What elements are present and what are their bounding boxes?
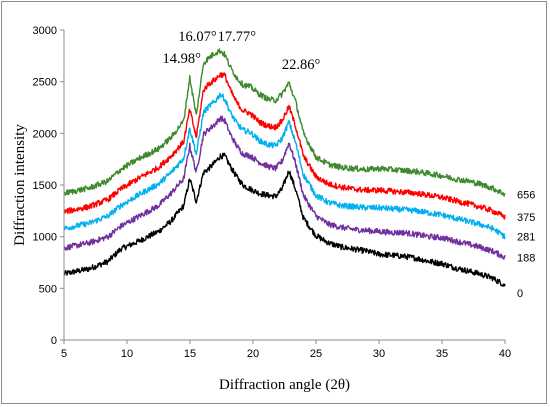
y-tick-label: 500 <box>39 283 57 295</box>
peak-annotations: 14.98° 16.07° 17.77° 22.86° <box>163 29 321 73</box>
y-tick-label: 1500 <box>33 180 57 192</box>
series-curves <box>63 48 506 287</box>
series-label-375: 375 <box>517 212 535 224</box>
x-tick-label: 15 <box>184 348 196 360</box>
x-tick-labels: 5 10 15 20 25 30 35 40 <box>61 340 511 360</box>
series-labels: 0 188 281 375 656 <box>517 189 535 300</box>
series-line-375 <box>63 72 506 220</box>
y-tick-label: 0 <box>51 335 57 347</box>
y-tick-labels: 0 500 1000 1500 2000 2500 3000 <box>33 25 64 347</box>
y-tick-label: 1000 <box>33 232 57 244</box>
y-tick-label: 2500 <box>33 77 57 89</box>
y-tick-label: 2000 <box>33 128 57 140</box>
x-tick-label: 25 <box>310 348 322 360</box>
series-line-281 <box>63 92 506 240</box>
x-tick-label: 20 <box>247 348 259 360</box>
x-axis-title: Diffraction angle (2θ) <box>219 377 350 393</box>
peak-annotation: 17.77° <box>218 29 257 45</box>
x-tick-label: 30 <box>373 348 385 360</box>
x-tick-label: 5 <box>61 348 67 360</box>
peak-annotation: 22.86° <box>282 57 321 73</box>
series-line-188 <box>63 115 506 260</box>
series-label-656: 656 <box>517 189 535 201</box>
series-label-188: 188 <box>517 252 535 264</box>
x-tick-label: 10 <box>121 348 133 360</box>
peak-annotation: 14.98° <box>163 51 202 67</box>
y-tick-label: 3000 <box>33 25 57 37</box>
series-line-0 <box>63 152 506 287</box>
series-label-281: 281 <box>517 232 535 244</box>
y-axis-title: Diffraction intensity <box>12 124 28 246</box>
x-tick-label: 35 <box>436 348 448 360</box>
peak-annotation: 16.07° <box>178 29 217 45</box>
series-label-0: 0 <box>517 288 523 300</box>
series-line-656 <box>63 48 506 197</box>
x-tick-label: 40 <box>499 348 511 360</box>
